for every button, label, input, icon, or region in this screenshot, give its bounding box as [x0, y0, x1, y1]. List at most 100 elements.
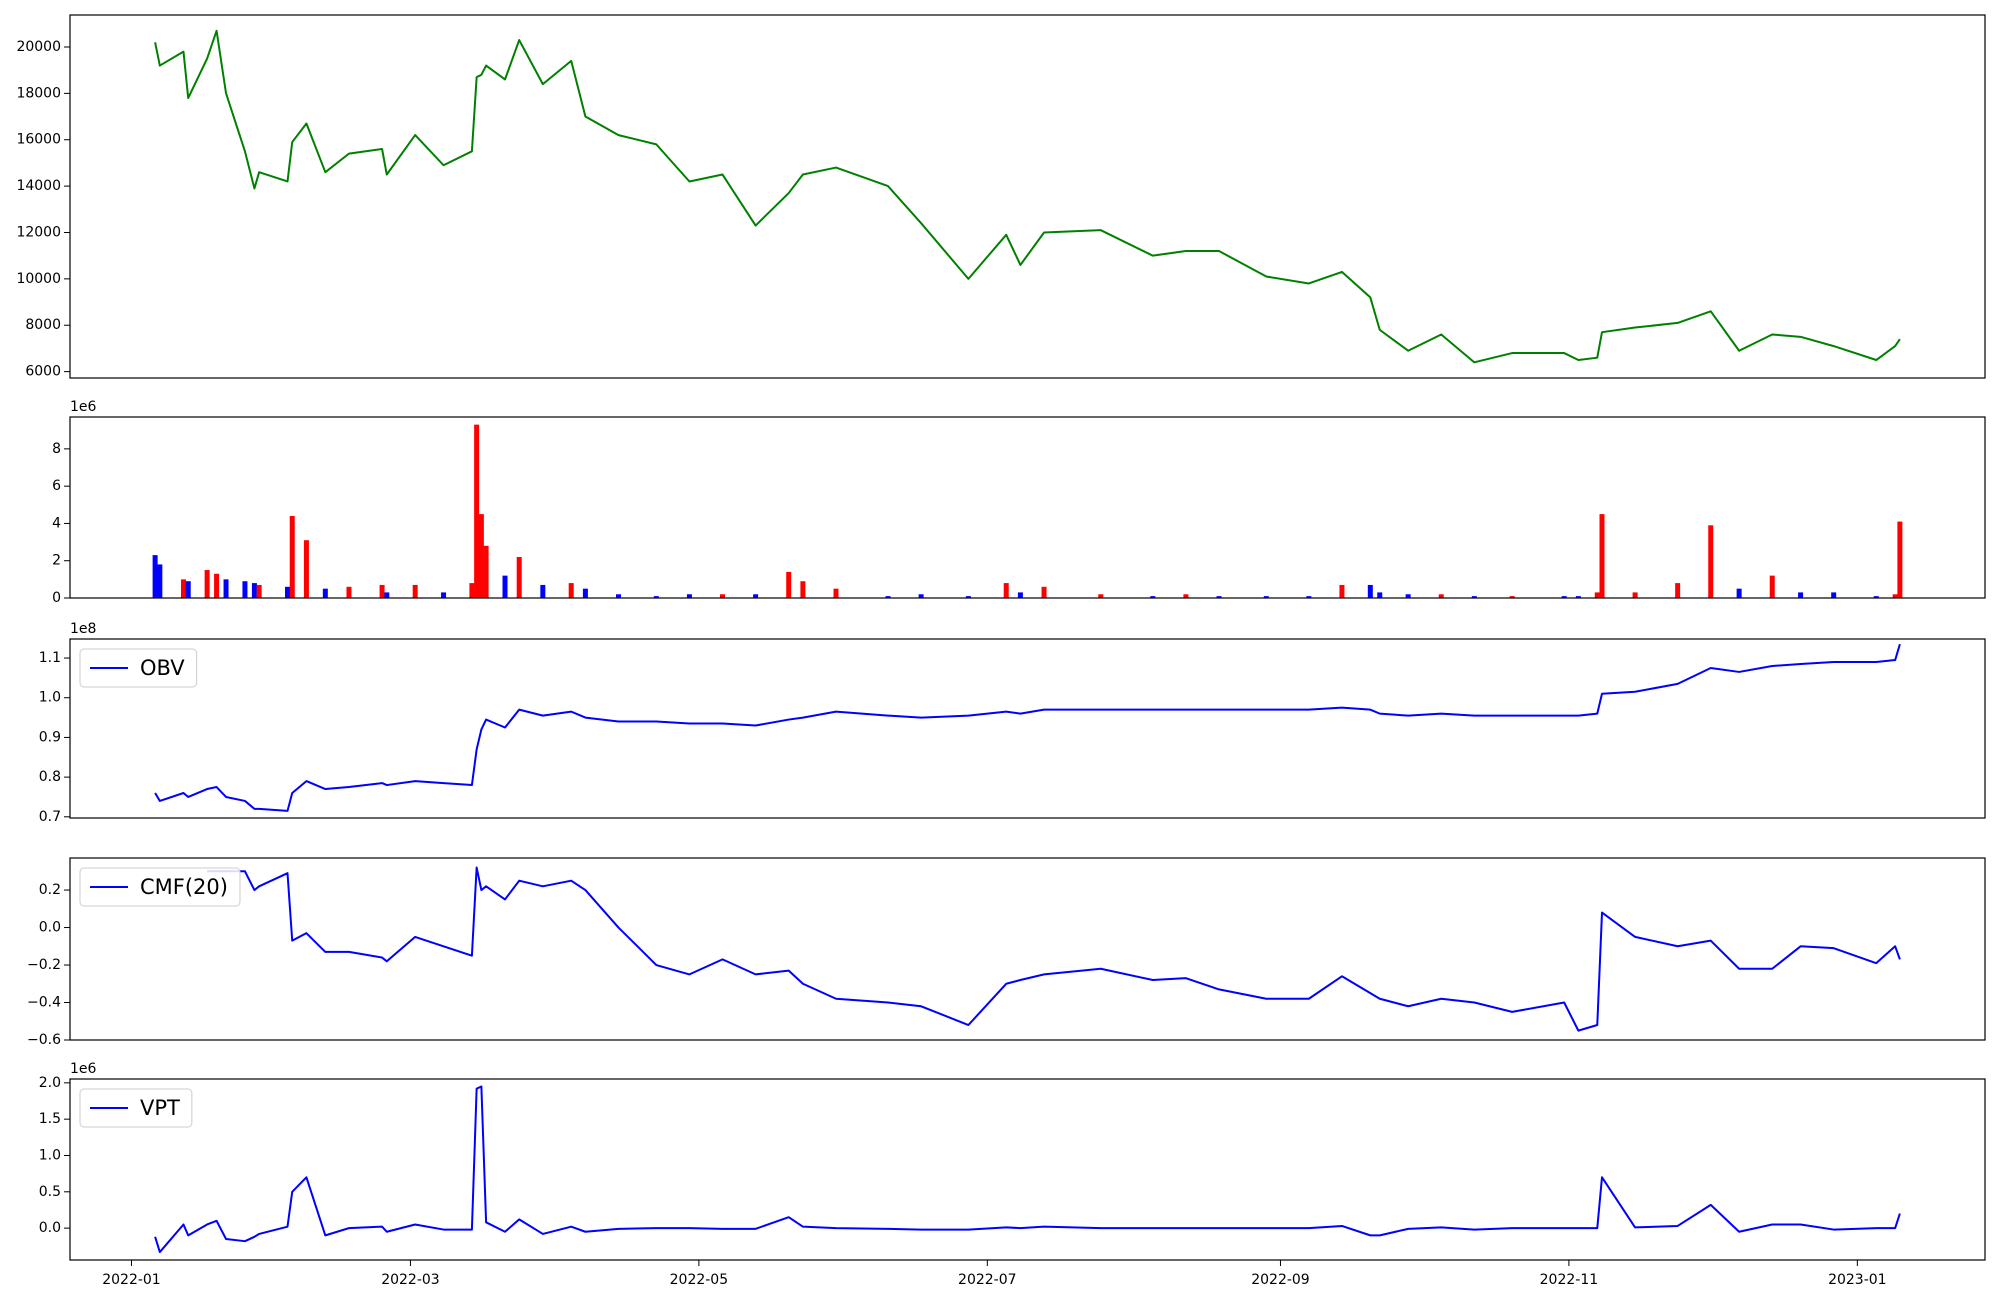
- bar: [180, 579, 186, 598]
- bar: [483, 545, 489, 598]
- y-tick-label: 6: [52, 478, 61, 494]
- y-tick-label: −0.4: [27, 995, 61, 1011]
- x-tick-label: 2022-05: [670, 1272, 729, 1288]
- bar: [1798, 592, 1804, 598]
- bar: [516, 556, 522, 598]
- bar: [289, 515, 295, 598]
- y-tick-label: −0.6: [27, 1032, 61, 1048]
- bar: [1509, 596, 1515, 598]
- legend-label: VPT: [140, 1096, 180, 1120]
- bar: [1632, 592, 1638, 598]
- bar: [469, 583, 475, 598]
- bar: [1897, 521, 1903, 598]
- y-tick-label: 0.0: [39, 1220, 61, 1236]
- plot-frame: [69, 14, 1986, 379]
- bar: [753, 594, 759, 598]
- bar: [303, 540, 309, 598]
- bar: [885, 596, 891, 598]
- bar: [256, 584, 262, 598]
- bar: [412, 584, 418, 598]
- bar: [1150, 596, 1156, 598]
- x-tick-label: 2023-01: [1828, 1272, 1887, 1288]
- bar: [1216, 596, 1222, 598]
- bar: [1561, 596, 1567, 598]
- bar: [833, 588, 839, 598]
- legend-box: [79, 867, 241, 907]
- legend-label: OBV: [140, 656, 185, 680]
- bar: [502, 575, 508, 598]
- y-tick-label: 0.0: [39, 920, 61, 936]
- bar: [568, 583, 574, 598]
- bar: [582, 588, 588, 598]
- y-tick-label: 2: [52, 553, 61, 569]
- x-tick-label: 2022-07: [958, 1272, 1017, 1288]
- bar: [1098, 594, 1104, 598]
- y-tick-label: 20000: [16, 39, 61, 55]
- bar: [379, 584, 385, 598]
- line: [154, 643, 1901, 812]
- axis-offset-label: 1e6: [70, 399, 97, 415]
- bar: [540, 584, 546, 598]
- plot-frame: [69, 1078, 1986, 1261]
- line: [154, 29, 1901, 364]
- y-tick-label: 4: [52, 515, 61, 531]
- bar: [1339, 584, 1345, 598]
- bar: [965, 596, 971, 598]
- bar: [1405, 594, 1411, 598]
- bar: [1873, 596, 1879, 598]
- plot-frame: [69, 638, 1986, 819]
- y-tick-label: 8: [52, 441, 61, 457]
- y-tick-label: 0.2: [39, 882, 61, 898]
- bar: [1675, 583, 1681, 598]
- y-tick-label: 18000: [16, 85, 61, 101]
- bar: [152, 555, 158, 598]
- y-tick-label: 6000: [25, 364, 61, 380]
- y-tick-label: 1.1: [39, 650, 61, 666]
- bar: [1003, 583, 1009, 598]
- y-tick-label: 0.7: [39, 809, 61, 825]
- bar: [1831, 592, 1837, 598]
- y-tick-label: 0.8: [39, 769, 61, 785]
- bar: [1263, 596, 1269, 598]
- x-tick-label: 2022-11: [1540, 1272, 1599, 1288]
- bar: [686, 594, 692, 598]
- line: [154, 1085, 1901, 1254]
- bar: [1575, 596, 1581, 598]
- bar: [786, 571, 792, 598]
- y-tick-label: 0.5: [39, 1184, 61, 1200]
- bar: [1041, 586, 1047, 598]
- y-tick-label: 12000: [16, 224, 61, 240]
- y-tick-label: 1.5: [39, 1111, 61, 1127]
- bar: [384, 592, 390, 598]
- bar: [214, 573, 220, 598]
- bar: [322, 588, 328, 598]
- legend-box: [79, 1088, 193, 1128]
- bar: [653, 596, 659, 598]
- bar: [1367, 584, 1373, 598]
- bar: [1769, 575, 1775, 598]
- bar: [223, 579, 229, 598]
- bar: [1708, 525, 1714, 598]
- bar: [157, 564, 163, 598]
- y-tick-label: 10000: [16, 271, 61, 287]
- y-tick-label: 1.0: [39, 690, 61, 706]
- bar: [1599, 514, 1605, 598]
- plot-frame: [69, 416, 1986, 599]
- line: [207, 866, 1901, 1032]
- x-tick-label: 2022-09: [1251, 1272, 1310, 1288]
- y-tick-label: 2.0: [39, 1075, 61, 1091]
- y-tick-label: 16000: [16, 132, 61, 148]
- bar: [204, 570, 210, 598]
- bar: [1736, 588, 1742, 598]
- bar: [1892, 594, 1898, 598]
- bar: [1183, 594, 1189, 598]
- bar: [1438, 594, 1444, 598]
- legend-box: [79, 648, 198, 688]
- y-tick-label: 0.9: [39, 729, 61, 745]
- bar: [251, 583, 257, 598]
- bar: [441, 592, 447, 598]
- bar: [242, 581, 248, 598]
- plot-frame: [69, 857, 1986, 1041]
- y-tick-label: 1.0: [39, 1147, 61, 1163]
